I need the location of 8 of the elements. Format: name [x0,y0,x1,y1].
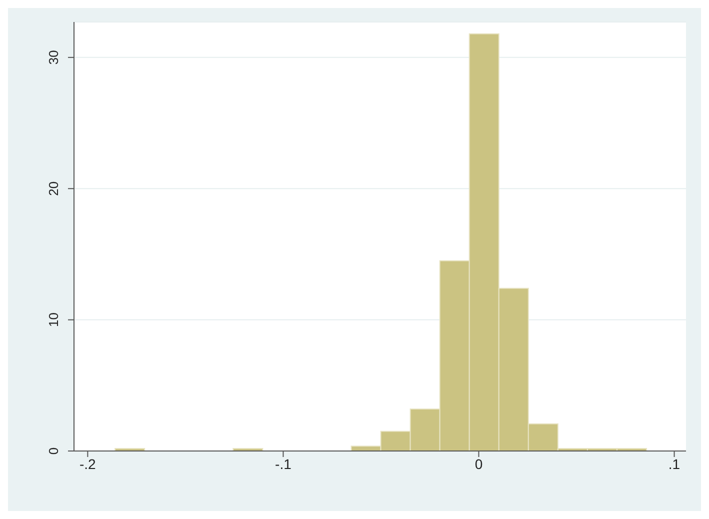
x-tick-label: -.1 [275,456,292,472]
x-tick-label: 0 [474,456,483,472]
y-tick-label: 10 [46,312,61,328]
y-tick-label: 0 [46,447,61,455]
x-tick-label: -.2 [80,456,96,472]
y-tick-label: 20 [46,181,61,196]
x-tick-label: .1 [668,456,680,472]
y-tick-label: 30 [46,50,61,65]
